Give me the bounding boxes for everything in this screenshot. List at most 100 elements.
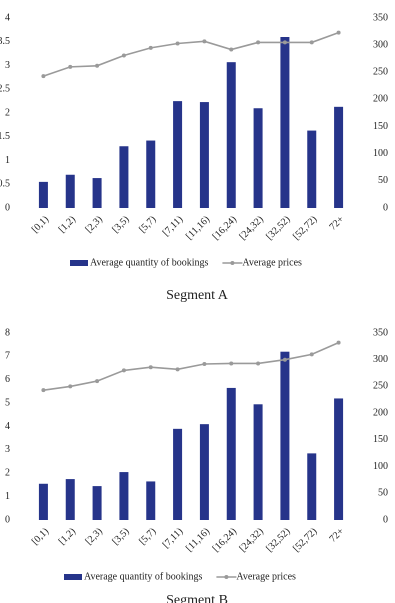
- y-tick-label: 8: [5, 327, 10, 338]
- x-tick-label: [5,7): [137, 526, 158, 547]
- y2-tick-label: 300: [373, 39, 388, 50]
- x-tick-label: [1,2): [57, 214, 78, 235]
- bar: [226, 62, 236, 208]
- price-point: [121, 368, 126, 373]
- bar: [173, 101, 183, 208]
- legend-label: Average prices: [236, 571, 296, 582]
- x-tick-label: [32,52): [264, 526, 292, 554]
- y-tick-label: 3.5: [0, 36, 10, 47]
- price-point: [256, 40, 261, 45]
- chart: 0 0.5 1 1.5 2 2.5 3 3.5 4 0 50 100 150 200 250 300 350 [0…: [0, 12, 388, 303]
- x-tick-label: [11,16): [184, 526, 212, 554]
- price-point: [256, 361, 261, 366]
- y-tick-label: 7: [5, 351, 10, 362]
- price-point: [41, 74, 46, 79]
- x-tick-label: [24,32): [237, 214, 265, 242]
- x-tick-label: [11,16): [184, 214, 212, 242]
- bar: [253, 404, 263, 520]
- y-tick-label: 0: [5, 202, 10, 213]
- bar: [92, 486, 102, 520]
- y2-tick-label: 250: [373, 381, 388, 392]
- price-point: [175, 367, 180, 372]
- price-point: [121, 53, 126, 58]
- y-tick-label: 4: [5, 12, 10, 23]
- bar: [146, 140, 156, 208]
- bar: [334, 106, 344, 208]
- bar: [307, 130, 317, 208]
- bar: [119, 146, 129, 208]
- y2-tick-label: 50: [378, 488, 388, 499]
- x-tick-label: [1,2): [57, 526, 78, 547]
- chart-title: Segment B: [166, 593, 228, 603]
- bar: [38, 181, 48, 208]
- x-tick-label: [0,1): [30, 526, 51, 547]
- chart: 0 1 2 3 4 5 6 7 8 0 50 100 150 200 250 300 350 [0,1) [1,2)…: [5, 327, 388, 603]
- y2-tick-label: 0: [383, 202, 388, 213]
- x-tick-label: [3,5): [110, 214, 131, 235]
- price-point: [229, 47, 234, 52]
- x-tick-label: [2,3): [83, 526, 104, 547]
- y-tick-label: 1: [5, 491, 10, 502]
- y2-tick-label: 50: [378, 175, 388, 186]
- bar: [253, 108, 263, 208]
- bar: [38, 483, 48, 520]
- x-tick-label: [0,1): [30, 214, 51, 235]
- y-tick-label: 4: [5, 421, 10, 432]
- bar: [334, 398, 344, 520]
- chart-title: Segment A: [166, 288, 229, 303]
- bar: [199, 102, 209, 208]
- y2-tick-label: 350: [373, 327, 388, 338]
- price-point: [309, 40, 314, 45]
- y-tick-label: 0.5: [0, 179, 10, 190]
- y2-tick-label: 100: [373, 461, 388, 472]
- price-point: [202, 39, 207, 44]
- y-tick-label: 5: [5, 397, 10, 408]
- x-tick-label: 72+: [327, 214, 346, 233]
- x-tick-label: [52,72): [291, 526, 319, 554]
- price-point: [68, 64, 73, 69]
- legend-swatch: [70, 260, 88, 266]
- y2-tick-label: 0: [383, 514, 388, 525]
- bar: [92, 178, 102, 208]
- x-tick-label: [16,24): [211, 214, 239, 242]
- bar: [173, 428, 183, 520]
- price-point: [229, 361, 234, 366]
- x-tick-label: [16,24): [211, 526, 239, 554]
- x-tick-label: [2,3): [83, 214, 104, 235]
- price-point: [148, 365, 153, 370]
- price-point: [282, 40, 287, 45]
- bar: [65, 479, 75, 520]
- bar: [280, 351, 290, 520]
- x-tick-label: [24,32): [237, 526, 265, 554]
- x-tick-label: [32,52): [264, 214, 292, 242]
- legend-swatch: [230, 261, 235, 265]
- price-point: [175, 41, 180, 46]
- x-tick-label: 72+: [327, 526, 346, 545]
- y-tick-label: 3: [5, 444, 10, 455]
- price-point: [336, 340, 341, 345]
- legend-label: Average quantity of bookings: [84, 571, 203, 582]
- y-tick-label: 2.5: [0, 84, 10, 95]
- y2-tick-label: 150: [373, 434, 388, 445]
- y2-tick-label: 100: [373, 148, 388, 159]
- price-point: [95, 379, 100, 384]
- y-tick-label: 1: [5, 155, 10, 166]
- bar: [119, 472, 129, 520]
- y-tick-label: 0: [5, 514, 10, 525]
- x-tick-label: [3,5): [110, 526, 131, 547]
- y2-tick-label: 300: [373, 354, 388, 365]
- y-tick-label: 1.5: [0, 131, 10, 142]
- y2-tick-label: 350: [373, 12, 388, 23]
- y-tick-label: 2: [5, 468, 10, 479]
- legend-swatch: [64, 574, 82, 580]
- y-tick-label: 3: [5, 60, 10, 71]
- price-point: [68, 384, 73, 389]
- price-point: [95, 63, 100, 68]
- price-point: [202, 361, 207, 366]
- bar: [307, 453, 317, 520]
- x-tick-label: [52,72): [291, 214, 319, 242]
- price-line: [43, 31, 339, 77]
- bar: [65, 174, 75, 208]
- y2-tick-label: 150: [373, 121, 388, 132]
